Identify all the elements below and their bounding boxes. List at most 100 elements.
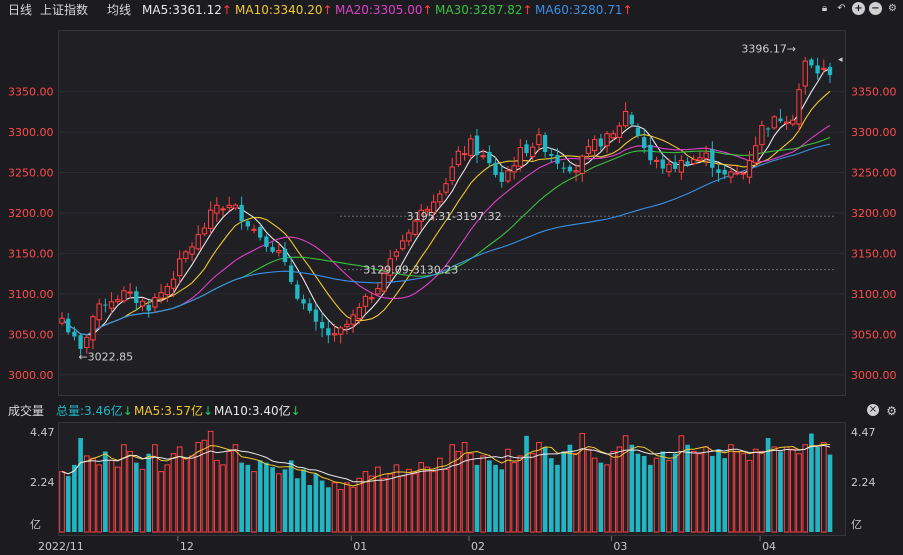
candle-body xyxy=(207,209,214,229)
candle-body xyxy=(591,139,598,152)
candle-body xyxy=(468,138,474,156)
candle-body xyxy=(399,240,406,250)
candle-body xyxy=(319,322,325,329)
candle-body xyxy=(84,336,90,349)
candle-body xyxy=(585,146,592,154)
candle-body xyxy=(418,209,424,222)
candle-body xyxy=(344,323,350,328)
y-tick-label-left: 3050.00 xyxy=(8,328,54,341)
candle-body xyxy=(648,144,653,161)
candle-body xyxy=(549,154,554,156)
candle-body xyxy=(455,150,462,166)
candle-body xyxy=(121,290,127,302)
candle-body xyxy=(722,169,727,175)
candle-body xyxy=(827,66,833,76)
candle-body xyxy=(771,116,777,129)
candle-body xyxy=(703,152,709,159)
volume-y-tick-left: 亿 xyxy=(30,518,41,531)
candle-body xyxy=(685,161,690,166)
candle-body xyxy=(598,138,604,147)
candle-body xyxy=(635,127,641,136)
candle-body xyxy=(815,65,820,74)
candle-body xyxy=(108,301,115,309)
candle-body xyxy=(369,297,375,300)
volume-y-tick-left: 2.24 xyxy=(30,476,55,489)
ma20-line xyxy=(61,124,831,336)
candle-body xyxy=(245,221,250,227)
y-tick-label-right: 3350.00 xyxy=(851,86,897,99)
candle-body xyxy=(530,146,536,158)
candle-body xyxy=(746,160,753,178)
candle-body xyxy=(282,248,288,263)
candle-body xyxy=(220,208,226,211)
x-tick-label: 03 xyxy=(613,540,627,553)
ma10-line xyxy=(61,90,831,336)
candle-body xyxy=(189,246,195,255)
x-tick-label: 2022/11 xyxy=(38,540,84,553)
candle-body xyxy=(232,204,239,209)
candle-body xyxy=(127,291,133,294)
candle-body xyxy=(139,300,146,307)
candle-body xyxy=(610,133,616,139)
y-tick-label-left: 3300.00 xyxy=(8,126,54,139)
ma5-value: MA5:3361.12↑ xyxy=(142,3,232,17)
close-panel-icon[interactable]: × xyxy=(867,404,879,416)
candle-body xyxy=(270,247,275,252)
total-volume: 总量:3.46亿↓ xyxy=(56,404,133,418)
y-tick-label-left: 3250.00 xyxy=(8,167,54,180)
settings-icon[interactable]: ⚙ xyxy=(888,3,897,14)
candle-body xyxy=(78,335,83,349)
candle-body xyxy=(170,278,177,289)
zoom-in-icon[interactable]: + xyxy=(852,2,865,15)
candle-body xyxy=(691,159,697,164)
candle-body xyxy=(449,166,455,182)
candle-body xyxy=(678,160,685,173)
candle-body xyxy=(542,135,548,152)
candle-body xyxy=(493,162,498,175)
candle-body xyxy=(524,144,529,153)
candle-body xyxy=(375,288,381,295)
undo-icon[interactable]: ↶ xyxy=(837,3,846,14)
candle-body xyxy=(604,133,610,147)
candle-body xyxy=(716,169,721,173)
candle-body xyxy=(579,155,585,174)
candle-body xyxy=(697,157,703,161)
volume-y-tick-left: 4.47 xyxy=(30,426,55,439)
volume-header: 成交量 总量:3.46亿↓ MA5:3.57亿↓ MA10:3.40亿↓ × ⚙ xyxy=(0,402,903,420)
volume-label: 成交量 xyxy=(8,404,45,418)
y-tick-label-left: 3100.00 xyxy=(8,288,54,301)
candle-body xyxy=(778,118,783,122)
candle-body xyxy=(264,236,269,247)
indicator-mode[interactable]: 均线 xyxy=(107,3,132,17)
candle-body xyxy=(734,172,740,175)
candlestick-chart[interactable]: 3350.00 3350.00 3300.00 3300.00 3250.00 3250.… xyxy=(0,0,903,400)
candle-body xyxy=(214,204,220,214)
candle-body xyxy=(783,121,790,124)
candle-body xyxy=(821,67,827,71)
candle-body xyxy=(362,295,369,307)
y-tick-label-right: 3100.00 xyxy=(851,288,897,301)
candle-body xyxy=(338,327,344,335)
candle-body xyxy=(536,134,542,146)
volume-ma5: MA5:3.57亿↓ xyxy=(134,404,214,418)
candle-body xyxy=(331,333,338,336)
candle-body xyxy=(443,183,449,193)
candle-body xyxy=(96,303,102,321)
ma30-line xyxy=(61,136,831,336)
current-price-marker: ◂ xyxy=(838,55,843,65)
candle-body xyxy=(381,273,387,292)
candle-body xyxy=(728,171,734,178)
candle-body xyxy=(195,234,201,250)
x-tick-label: 01 xyxy=(353,540,367,553)
y-tick-label-right: 3050.00 xyxy=(851,328,897,341)
candle-body xyxy=(103,304,108,306)
candle-body xyxy=(183,251,189,259)
y-tick-label-right: 3150.00 xyxy=(851,247,897,260)
lock-icon[interactable]: 🔒︎ xyxy=(821,3,828,14)
volume-settings-icon[interactable]: ⚙ xyxy=(886,404,897,418)
period-label[interactable]: 日线 xyxy=(8,3,33,17)
candle-body xyxy=(629,114,634,125)
y-tick-label-right: 3300.00 xyxy=(851,126,897,139)
candle-body xyxy=(152,297,158,308)
zoom-out-icon[interactable]: − xyxy=(869,2,882,15)
